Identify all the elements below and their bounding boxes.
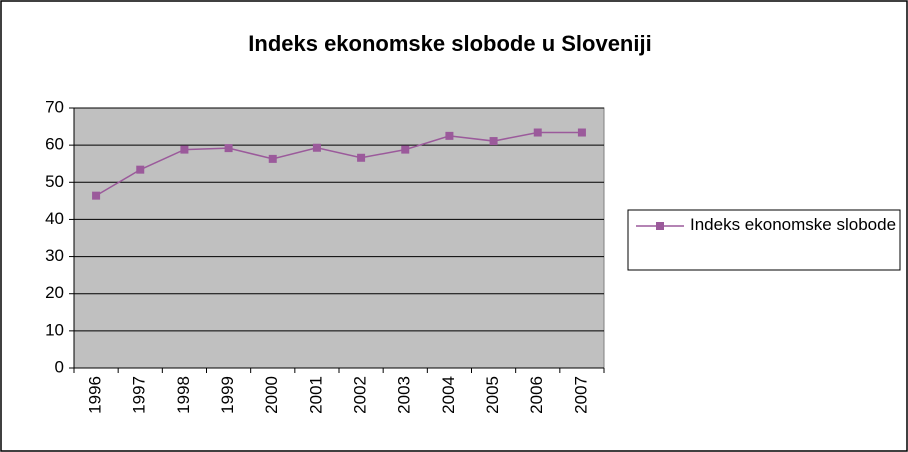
point-marker bbox=[180, 145, 189, 154]
point-marker bbox=[401, 145, 410, 154]
point-marker bbox=[312, 143, 321, 152]
legend-label: Indeks ekonomske slobode bbox=[690, 215, 897, 234]
y-tick-label: 30 bbox=[45, 246, 64, 265]
y-tick-label: 70 bbox=[45, 97, 64, 116]
point-marker bbox=[92, 191, 101, 200]
x-tick-label: 2005 bbox=[483, 376, 502, 414]
y-tick-label: 0 bbox=[55, 357, 64, 376]
x-tick-label: 1997 bbox=[130, 376, 149, 414]
legend-marker bbox=[656, 222, 664, 230]
x-tick-label: 2006 bbox=[527, 376, 546, 414]
y-tick-label: 60 bbox=[45, 135, 64, 154]
x-tick-label: 1996 bbox=[86, 376, 105, 414]
plot-area bbox=[73, 107, 605, 369]
point-marker bbox=[489, 137, 498, 146]
point-marker bbox=[577, 128, 586, 137]
x-tick-label: 1998 bbox=[174, 376, 193, 414]
x-tick-label: 2001 bbox=[306, 376, 325, 414]
point-marker bbox=[268, 154, 277, 163]
x-tick-label: 2000 bbox=[262, 376, 281, 414]
x-tick-label: 2003 bbox=[395, 376, 414, 414]
y-tick-label: 20 bbox=[45, 283, 64, 302]
y-tick-label: 50 bbox=[45, 172, 64, 191]
point-marker bbox=[357, 153, 366, 162]
x-tick-label: 2002 bbox=[351, 376, 370, 414]
point-marker bbox=[136, 165, 145, 174]
x-tick-label: 1999 bbox=[218, 376, 237, 414]
y-tick-label: 10 bbox=[45, 320, 64, 339]
point-marker bbox=[533, 128, 542, 137]
series-line bbox=[95, 131, 582, 197]
legend-box bbox=[627, 209, 901, 271]
x-tick-label: 2004 bbox=[439, 376, 458, 414]
x-tick-label: 2007 bbox=[571, 376, 590, 414]
y-tick-label: 40 bbox=[45, 209, 64, 228]
point-marker bbox=[224, 144, 233, 153]
chart-title: Indeks ekonomske slobode u Sloveniji bbox=[248, 31, 651, 56]
point-marker bbox=[445, 131, 454, 140]
